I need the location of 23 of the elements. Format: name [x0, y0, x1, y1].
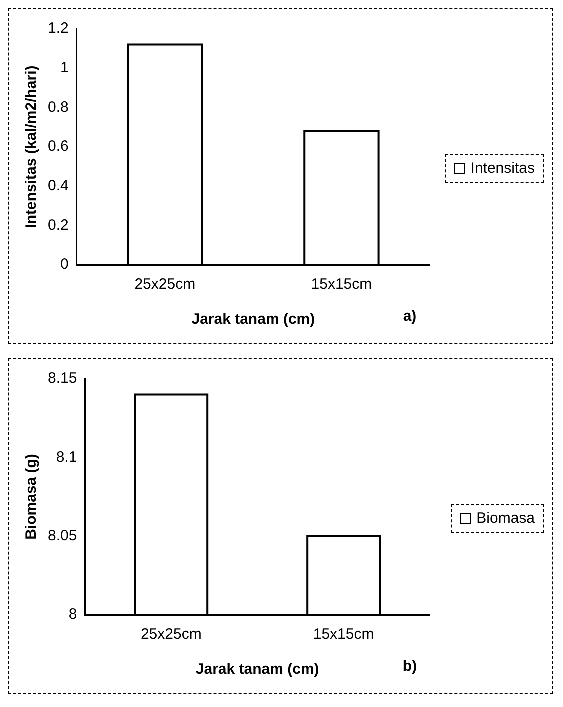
y-tick-label: 8.1 [56, 448, 78, 466]
text: a) [403, 308, 417, 326]
x-tick-label: 25x25cm [140, 626, 202, 644]
y-axis-title: Biomasa (g) [23, 454, 40, 540]
y-tick-label: 0 [60, 256, 69, 274]
x-tick-label: 15x15cm [311, 276, 372, 294]
x-axis-title: Jarak tanam (cm) [196, 661, 320, 678]
y-tick-label: 0.4 [48, 177, 69, 194]
x-tick-label: 15x15cm [313, 626, 374, 644]
x-tick-label: 25x25cm [134, 276, 196, 294]
y-tick-label: 8.15 [48, 370, 78, 388]
y-tick-label: 8.05 [48, 527, 78, 544]
y-tick-label: 1.2 [48, 20, 69, 38]
y-tick-label: 1 [60, 59, 69, 76]
y-tick-label: 0.8 [48, 98, 69, 116]
text: Intensitas [470, 160, 535, 177]
y-tick-label: 8 [68, 606, 78, 624]
text: Biomasa [476, 510, 535, 527]
y-tick-label: 0.6 [48, 138, 69, 156]
y-tick-label: 0.2 [48, 216, 69, 234]
y-axis-title: Intensitas (kal/m2/hari) [23, 66, 40, 228]
text: b) [402, 658, 418, 676]
x-axis-title: Jarak tanam (cm) [192, 311, 316, 328]
